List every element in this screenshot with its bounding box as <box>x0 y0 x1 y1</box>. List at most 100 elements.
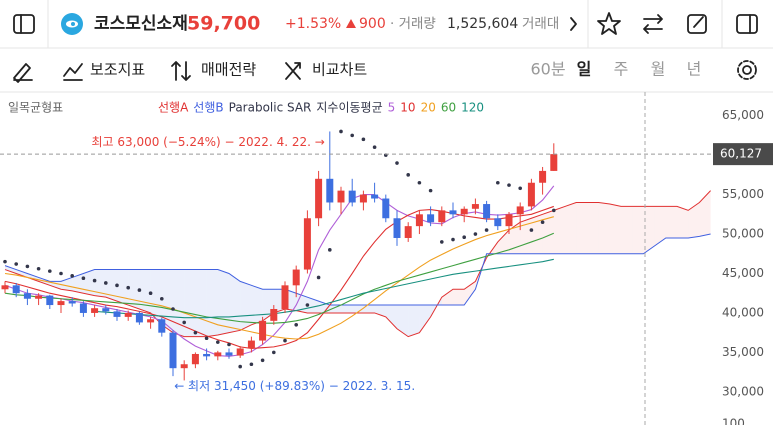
period-button[interactable]: 주 <box>614 60 629 79</box>
sar-dot <box>227 342 231 347</box>
cloud <box>5 265 17 274</box>
y-tick-label: 45,000 <box>722 266 764 280</box>
sar-dot <box>115 283 119 288</box>
volume-tick-label: 100 <box>722 417 745 425</box>
ema-line <box>4 216 554 340</box>
candle-body <box>35 295 43 299</box>
candle-body <box>337 190 345 203</box>
cloud <box>173 269 185 337</box>
cloud <box>94 269 106 298</box>
cloud <box>464 281 476 306</box>
cloud <box>16 269 28 278</box>
legend-item: 선행B <box>193 100 223 115</box>
candle-body <box>393 218 401 238</box>
period-button[interactable]: 월 <box>651 60 666 79</box>
sar-dot <box>148 291 153 296</box>
candle-body <box>191 353 199 365</box>
candle-body <box>550 154 558 171</box>
cloud <box>341 305 353 313</box>
sar-dot <box>216 340 220 344</box>
y-tick-label: 35,000 <box>722 345 764 359</box>
candle-body <box>113 311 121 317</box>
cloud <box>699 190 711 237</box>
edit[interactable] <box>687 14 707 34</box>
cloud <box>352 305 364 313</box>
cloud <box>329 305 341 313</box>
period-button[interactable]: 60분 <box>530 60 565 79</box>
candle-body <box>91 308 99 313</box>
sar-dot <box>473 232 478 236</box>
candle-body <box>326 178 334 203</box>
cloud <box>117 269 129 306</box>
stock-logo <box>61 13 83 35</box>
ema-line <box>4 232 555 324</box>
side-panel-toggle[interactable] <box>736 14 758 34</box>
cloud <box>453 289 465 306</box>
draw-tool[interactable] <box>13 63 33 83</box>
y-tick-label: 65,000 <box>722 108 764 122</box>
sar-dot <box>92 278 97 283</box>
cloud <box>542 210 554 254</box>
candle-body <box>1 285 9 290</box>
candle-body <box>494 218 502 227</box>
swap[interactable] <box>643 14 663 34</box>
sar-dot <box>372 145 377 150</box>
cloud <box>49 281 61 290</box>
change-pct: +1.53% <box>285 16 341 32</box>
cloud <box>139 269 151 313</box>
sar-dot <box>249 362 254 367</box>
cloud <box>385 305 397 329</box>
tool-button[interactable]: 보조지표 <box>90 61 145 79</box>
sar-dot <box>339 129 343 134</box>
legend-item: 60 <box>441 101 456 115</box>
cloud <box>531 214 543 254</box>
sar-dot <box>81 276 86 281</box>
trading-value-label: 거래대 <box>522 16 559 32</box>
candle-body <box>23 293 31 299</box>
sar-dot <box>272 350 276 355</box>
sar-dot <box>406 173 411 177</box>
sar-dot <box>14 262 18 266</box>
sar-dot <box>350 133 355 138</box>
legend-item: 10 <box>400 101 415 115</box>
sar-dot <box>3 259 7 264</box>
y-tick-label: 30,000 <box>722 384 764 398</box>
sar-dot <box>70 274 74 278</box>
candle-body <box>236 348 244 356</box>
candle-body <box>449 210 457 215</box>
more-arrow[interactable] <box>570 17 577 31</box>
cloud <box>206 269 218 337</box>
y-tick-label: 40,000 <box>722 305 764 319</box>
sar-dot <box>283 338 287 343</box>
candle-body <box>371 194 379 199</box>
cloud <box>553 206 565 254</box>
period-button[interactable]: 일 <box>577 60 592 79</box>
panel-toggle[interactable] <box>13 14 35 34</box>
candle-body <box>427 214 435 223</box>
candle-body <box>158 319 166 333</box>
candle-body <box>415 214 423 227</box>
period-button[interactable]: 년 <box>687 60 702 79</box>
candle-body <box>180 364 188 369</box>
cloud <box>643 206 655 254</box>
cloud <box>363 305 375 313</box>
sar-dot <box>25 264 30 269</box>
last-price-label: 60,127 <box>720 147 762 161</box>
sar-dot <box>507 183 511 187</box>
candle-body <box>12 285 20 294</box>
cloud <box>150 269 162 325</box>
candle-body <box>169 332 177 369</box>
cloud <box>318 301 330 313</box>
volume-label: · 거래량 <box>390 16 436 32</box>
settings[interactable] <box>737 60 757 80</box>
tool-button[interactable]: 비교차트 <box>312 61 367 79</box>
candle-body <box>315 178 323 219</box>
tool-button[interactable]: 매매전략 <box>201 61 256 79</box>
cloud <box>665 206 677 238</box>
annotation: ← 최저 31,450 (+89.83%) − 2022. 3. 15. <box>174 379 415 393</box>
favorite[interactable] <box>597 12 621 35</box>
sar-dot <box>540 220 545 225</box>
cloud <box>184 269 196 337</box>
sar-dot <box>238 364 242 369</box>
